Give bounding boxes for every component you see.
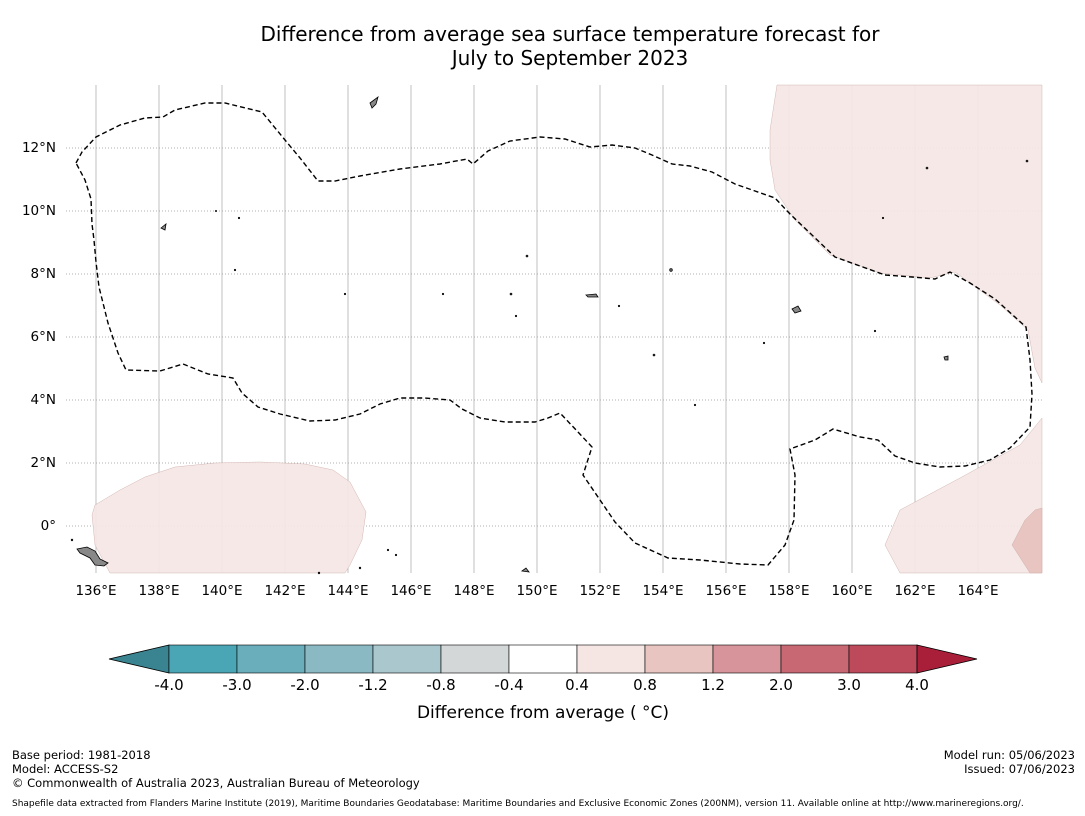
islet — [873, 329, 877, 333]
islet — [525, 254, 529, 258]
lon-label: 154°E — [642, 583, 684, 599]
islet — [358, 566, 362, 570]
islet — [214, 209, 217, 212]
islet — [669, 268, 673, 272]
warm-anomaly-region-ne — [769, 84, 1043, 384]
title-line-2: July to September 2023 — [451, 46, 689, 70]
colorbar-tick: 0.4 — [565, 676, 589, 694]
colorbar-tick: -1.2 — [358, 676, 388, 694]
islet — [317, 571, 321, 575]
shapefile-credit: Shapefile data extracted from Flanders M… — [12, 799, 1024, 809]
colorbar-segment — [576, 644, 646, 674]
island — [943, 355, 949, 361]
islet — [514, 314, 518, 318]
warm-anomaly-region-se — [884, 417, 1043, 574]
colorbar-segment — [848, 644, 918, 674]
lon-label: 136°E — [75, 583, 117, 599]
island — [791, 305, 802, 314]
anomaly-shading — [91, 84, 1043, 574]
colorbar-tick: -0.8 — [426, 676, 456, 694]
lon-label: 142°E — [264, 583, 306, 599]
colorbar-segment — [780, 644, 850, 674]
islet — [617, 304, 621, 308]
islet — [237, 216, 241, 220]
colorbar-segment — [304, 644, 374, 674]
lat-label: 12°N — [21, 140, 56, 156]
lat-label: 6°N — [30, 329, 56, 345]
islet — [693, 403, 697, 407]
islet — [386, 548, 390, 552]
colorbar-tick: 3.0 — [837, 676, 861, 694]
colorbar-segment — [236, 644, 306, 674]
eez-boundary — [75, 102, 1033, 566]
colorbar-tick: -2.0 — [290, 676, 320, 694]
model-text: Model: ACCESS-S2 — [12, 762, 119, 776]
lon-label: 148°E — [453, 583, 495, 599]
footer-right: Model run: 05/06/2023 Issued: 07/06/2023 — [944, 748, 1075, 776]
colorbar-segment — [440, 644, 510, 674]
colorbar-under-extension — [108, 644, 170, 674]
islet — [925, 166, 929, 170]
islet — [70, 538, 74, 542]
colorbar-tick: 2.0 — [769, 676, 793, 694]
island — [520, 567, 530, 573]
islet — [509, 292, 513, 296]
footer-left: Base period: 1981-2018 Model: ACCESS-S2 … — [12, 748, 420, 790]
lon-label: 144°E — [327, 583, 369, 599]
map-panel — [66, 84, 1043, 575]
colorbar-segment — [508, 644, 578, 674]
colorbar-tick: 1.2 — [701, 676, 725, 694]
lat-label: 0° — [40, 518, 56, 534]
lat-label: 2°N — [30, 455, 56, 471]
colorbar-segments — [108, 644, 978, 674]
copyright-text: © Commonwealth of Australia 2023, Austra… — [12, 776, 420, 790]
islands — [70, 95, 1029, 575]
islet — [1025, 159, 1029, 163]
chart-title: Difference from average sea surface temp… — [0, 22, 1085, 70]
island — [160, 223, 167, 231]
colorbar-segment — [712, 644, 782, 674]
colorbar-tick: -0.4 — [494, 676, 524, 694]
islet — [762, 341, 766, 345]
lon-label: 140°E — [201, 583, 243, 599]
lat-label: 4°N — [30, 392, 56, 408]
colorbar-over-extension — [916, 644, 978, 674]
lat-label: 8°N — [30, 266, 56, 282]
lon-label: 164°E — [957, 583, 999, 599]
colorbar-segment — [644, 644, 714, 674]
lon-label: 160°E — [831, 583, 873, 599]
lon-label: 138°E — [138, 583, 180, 599]
islet — [233, 268, 237, 272]
lon-label: 156°E — [705, 583, 747, 599]
base-period-text: Base period: 1981-2018 — [12, 748, 151, 762]
title-line-1: Difference from average sea surface temp… — [260, 22, 880, 46]
lon-label: 150°E — [516, 583, 558, 599]
islet — [343, 292, 347, 296]
colorbar-tick: 0.8 — [633, 676, 657, 694]
colorbar-tick: -3.0 — [222, 676, 252, 694]
colorbar-label: Difference from average ( °C) — [416, 703, 670, 723]
lon-label: 162°E — [894, 583, 936, 599]
lat-label: 10°N — [21, 203, 56, 219]
lon-label: 152°E — [579, 583, 621, 599]
lon-label: 158°E — [768, 583, 810, 599]
island — [585, 293, 599, 298]
islet — [441, 292, 445, 296]
colorbar-tick: -4.0 — [154, 676, 184, 694]
model-run-text: Model run: 05/06/2023 — [943, 748, 1075, 762]
issued-text: Issued: 07/06/2023 — [964, 762, 1075, 776]
islet — [652, 353, 656, 357]
colorbar — [108, 644, 978, 674]
colorbar-tick: 4.0 — [905, 676, 929, 694]
island — [369, 95, 379, 109]
islet — [394, 553, 398, 557]
warm-anomaly-region-se-medium — [1011, 507, 1043, 574]
island — [76, 546, 109, 567]
islet — [881, 216, 885, 220]
colorbar-segment — [168, 644, 238, 674]
colorbar-segment — [372, 644, 442, 674]
lon-label: 146°E — [390, 583, 432, 599]
